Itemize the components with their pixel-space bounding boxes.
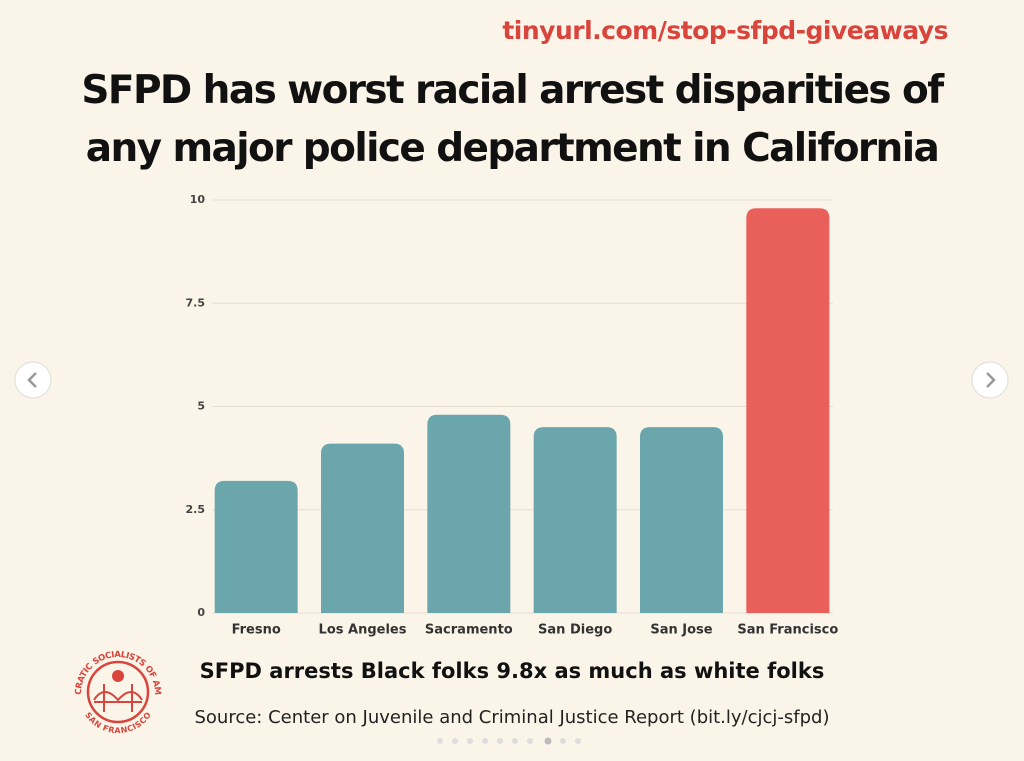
prev-button-circle[interactable]: [14, 361, 52, 399]
source: Source: Center on Juvenile and Criminal …: [194, 707, 830, 728]
bar: [533, 427, 617, 613]
x-tick-label: San Diego: [538, 623, 612, 638]
next-button-circle[interactable]: [971, 361, 1009, 399]
logo-bridge: [93, 684, 143, 712]
logo-ring: [86, 660, 150, 724]
x-tick-label: Fresno: [232, 623, 281, 638]
next-arrow[interactable]: [986, 372, 996, 388]
chart-title: SFPD has worst racial arrest disparities…: [81, 68, 944, 171]
y-tick-label: 10: [190, 193, 206, 206]
dot[interactable]: [512, 738, 518, 744]
bar: [746, 208, 830, 613]
dot-active[interactable]: [544, 737, 552, 745]
dot[interactable]: [437, 738, 443, 744]
y-tick-label: 5: [197, 400, 205, 413]
dot[interactable]: [560, 738, 566, 744]
caption: SFPD arrests Black folks 9.8x as much as…: [199, 659, 825, 683]
y-tick-label: 7.5: [186, 296, 206, 309]
x-tick-label: San Jose: [650, 623, 712, 638]
prev-arrow[interactable]: [27, 372, 37, 388]
bar: [321, 443, 404, 613]
x-tick-label: Los Angeles: [319, 623, 407, 638]
bar: [427, 414, 511, 613]
dot[interactable]: [527, 738, 533, 744]
logo-rose: [112, 670, 124, 682]
dot[interactable]: [497, 738, 503, 744]
bar: [640, 427, 723, 613]
y-tick-label: 2.5: [186, 503, 206, 516]
prev-button[interactable]: [14, 361, 52, 399]
dot[interactable]: [482, 738, 488, 744]
dot[interactable]: [452, 738, 458, 744]
dot[interactable]: [575, 738, 581, 744]
x-tick-label: San Francisco: [737, 623, 838, 638]
x-tick-label: Sacramento: [425, 623, 513, 638]
dot[interactable]: [467, 738, 473, 744]
y-tick-label: 0: [197, 606, 205, 619]
bar: [214, 480, 298, 613]
link[interactable]: tinyurl.com/stop-sfpd-giveaways: [502, 16, 948, 45]
next-button[interactable]: [971, 361, 1009, 399]
carousel-dots: [437, 737, 581, 745]
